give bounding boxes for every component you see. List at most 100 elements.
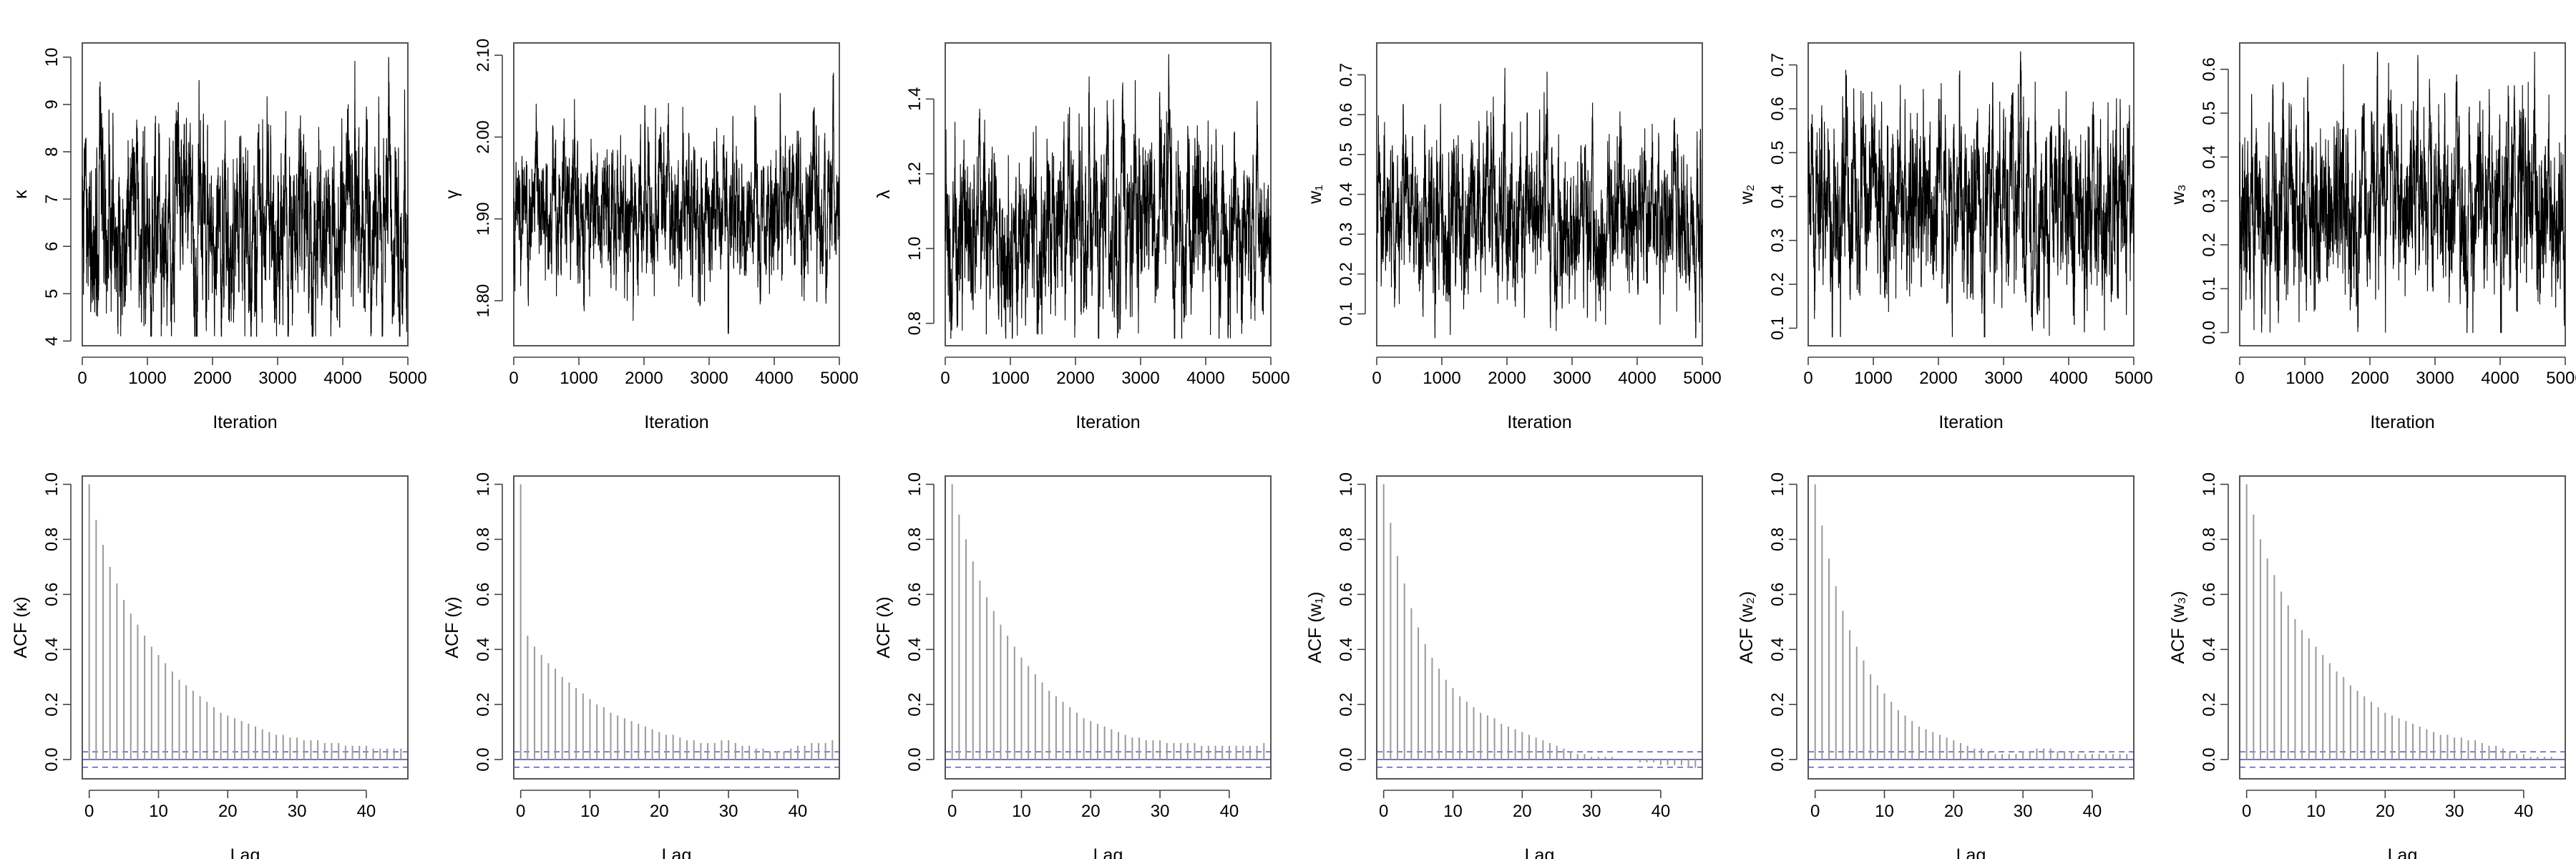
panel-acf-2: 0 10 20 30 40 Lag 0.0 0.2 0.4 0.6 0.8 1.0 ACF (γ) [442,472,840,859]
y-tick-label: 1.0 [1768,472,1787,496]
x-tick-label: 5000 [2546,369,2576,388]
y-tick-label: 0.2 [474,692,493,716]
y-tick-label: 0.6 [42,583,62,606]
y-axis-title: ACF (γ) [442,596,462,658]
x-tick-label: 30 [2445,802,2464,821]
y-tick-label: 1.0 [905,237,924,261]
x-axis-title: Lag [230,845,260,859]
x-tick-label: 5000 [2114,369,2152,388]
y-tick-label: 0.4 [1768,185,1787,208]
trace-series-line [945,54,1272,339]
y-tick-label: 9 [42,100,62,109]
y-tick-label: 1.0 [42,472,62,496]
y-tick-label: 0.4 [474,638,493,661]
y-tick-label: 2.00 [474,120,493,154]
x-tick-label: 2000 [193,369,231,388]
y-axis-title: ACF (w₁) [1305,591,1325,663]
y-tick-label: 0.8 [2200,528,2219,551]
y-tick-label: 0.5 [2200,101,2219,125]
x-tick-label: 10 [1875,802,1894,821]
x-tick-label: 20 [218,802,238,821]
y-tick-label: 0.4 [2200,638,2219,661]
y-tick-label: 0.6 [1768,583,1787,606]
x-tick-label: 4000 [2049,369,2087,388]
x-tick-label: 0 [77,369,87,388]
x-tick-label: 1000 [2285,369,2323,388]
x-tick-label: 0 [1810,802,1820,821]
x-tick-label: 0 [1379,802,1388,821]
x-tick-label: 3000 [2416,369,2454,388]
y-tick-label: 0.8 [1337,528,1356,551]
x-tick-label: 1000 [560,369,597,388]
x-tick-label: 20 [1944,802,1963,821]
y-tick-label: 1.0 [905,472,924,496]
x-tick-label: 3000 [690,369,728,388]
plot-frame [1807,475,2135,780]
panel-acf-3: 0 10 20 30 40 Lag 0.0 0.2 0.4 0.6 0.8 1.0 ACF (λ) [874,472,1272,859]
x-tick-label: 0 [2235,369,2244,388]
x-tick-label: 0 [509,369,518,388]
y-tick-label: 8 [42,147,62,156]
y-tick-label: 0.6 [474,583,493,606]
y-tick-label: 0.6 [1768,97,1787,120]
plot-frame [945,475,1272,780]
y-tick-label: 0.8 [1768,528,1787,551]
y-axis-title: ACF (λ) [874,596,894,658]
x-axis-title: Iteration [644,412,708,432]
y-axis-title: w₁ [1305,185,1325,205]
y-tick-label: 1.0 [2200,472,2219,496]
y-tick-label: 0.3 [1337,222,1356,246]
x-tick-label: 40 [357,802,376,821]
y-tick-label: 0.8 [905,528,924,551]
y-tick-label: 0.2 [2200,692,2219,716]
y-axis-title: λ [874,190,894,199]
y-tick-label: 1.0 [474,472,493,496]
y-axis-title: ACF (w₃) [2168,591,2188,664]
x-tick-label: 2000 [1919,369,1957,388]
x-tick-label: 10 [1443,802,1463,821]
x-axis-title: Lag [662,845,692,859]
panel-trace-4: 0 1000 2000 3000 4000 5000 Iteration 0.1 0.2 0.3 0… [1305,42,1722,432]
y-tick-label: 0.8 [42,528,62,551]
x-axis-title: Lag [1093,845,1123,859]
x-tick-label: 10 [580,802,600,821]
x-tick-label: 4000 [1186,369,1224,388]
x-tick-label: 4000 [1618,369,1656,388]
y-tick-label: 0.4 [2200,145,2219,169]
x-tick-label: 0 [1372,369,1381,388]
x-tick-label: 0 [947,802,957,821]
x-tick-label: 2000 [2351,369,2389,388]
y-axis-title: w₃ [2168,184,2188,205]
y-axis-title: ACF (κ) [11,596,31,658]
y-tick-label: 0.8 [474,528,493,551]
y-tick-label: 0.1 [2200,277,2219,301]
x-tick-label: 40 [2083,802,2102,821]
y-tick-label: 0.4 [1337,183,1356,206]
y-tick-label: 0.0 [474,747,493,771]
y-tick-label: 0.2 [42,692,62,716]
y-tick-label: 0.0 [1337,747,1356,771]
x-tick-label: 2000 [1488,369,1526,388]
panel-trace-6: 0 1000 2000 3000 4000 5000 Iteration 0.0 0.1 0.2 0… [2168,42,2576,432]
plot-frame [2239,475,2566,780]
x-tick-label: 3000 [1984,369,2022,388]
x-axis-title: Lag [1525,845,1555,859]
plot-frame [1376,42,1703,346]
y-tick-label: 0.5 [1337,142,1356,166]
y-axis-title: γ [442,190,462,199]
x-tick-label: 4000 [2481,369,2519,388]
y-tick-label: 1.80 [474,284,493,318]
y-tick-label: 0.6 [905,583,924,606]
y-tick-label: 0.5 [1768,141,1787,165]
y-tick-label: 1.2 [905,162,924,185]
x-tick-label: 0 [940,369,950,388]
y-tick-label: 0.6 [2200,57,2219,81]
panel-trace-2: 0 1000 2000 3000 4000 5000 Iteration 1.80 1.90 2.… [442,39,859,432]
panel-acf-5: 0 10 20 30 40 Lag 0.0 0.2 0.4 0.6 0.8 1.0 ACF (w₂) [1737,472,2135,859]
panel-trace-5: 0 1000 2000 3000 4000 5000 Iteration 0.1 0.2 0.3 0… [1737,42,2153,432]
y-tick-label: 0.4 [42,638,62,661]
x-axis-title: Lag [2388,845,2418,859]
panel-acf-6: 0 10 20 30 40 Lag 0.0 0.2 0.4 0.6 0.8 1.0 ACF (w₃) [2168,472,2566,859]
x-tick-label: 3000 [1121,369,1159,388]
x-tick-label: 1000 [991,369,1029,388]
